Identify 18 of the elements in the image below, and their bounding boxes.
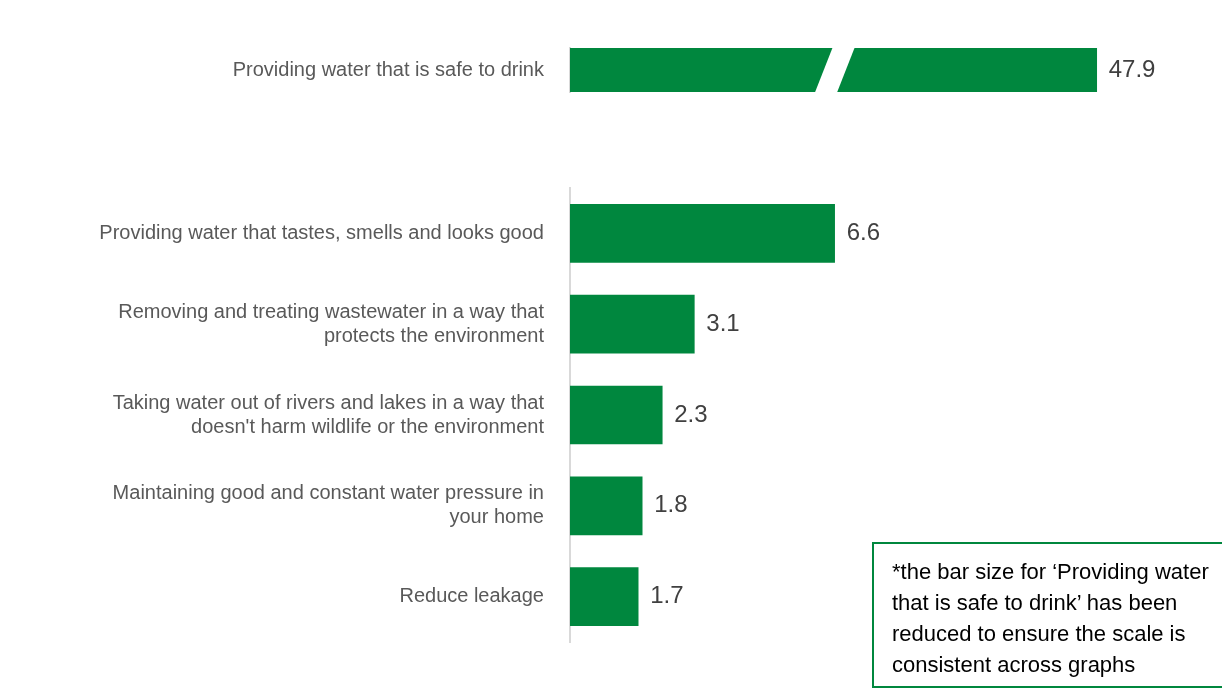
bar <box>570 567 639 626</box>
data-label: 1.7 <box>650 581 684 609</box>
y-tick-label: Removing and treating wastewater in a way that protects the environment <box>118 299 545 346</box>
y-tick-label: Reduce leakage <box>399 584 544 607</box>
bar <box>570 476 643 536</box>
y-tick-label: Taking water out of rivers and lakes in a way that doesn't harm wildlife or the environment <box>112 390 545 437</box>
y-tick-label: Providing water that is safe to drink <box>232 57 545 80</box>
data-label: 2.3 <box>674 399 708 427</box>
data-label: 6.6 <box>846 218 881 246</box>
data-label: 1.8 <box>654 490 688 518</box>
y-tick-label: Providing water that tastes, smells and looks good <box>99 220 544 243</box>
y-tick-label: Maintaining good and constant water pressure in your home <box>112 481 544 528</box>
bar <box>570 204 835 263</box>
data-label: 47.9 <box>1108 54 1156 82</box>
bar <box>570 294 695 354</box>
data-label: 3.1 <box>706 308 740 336</box>
text: *the bar size for ‘Providing water that is safe to drink’ has been reduced to ensure the scale is consistent across graphs <box>872 542 1222 688</box>
bar <box>570 385 663 445</box>
